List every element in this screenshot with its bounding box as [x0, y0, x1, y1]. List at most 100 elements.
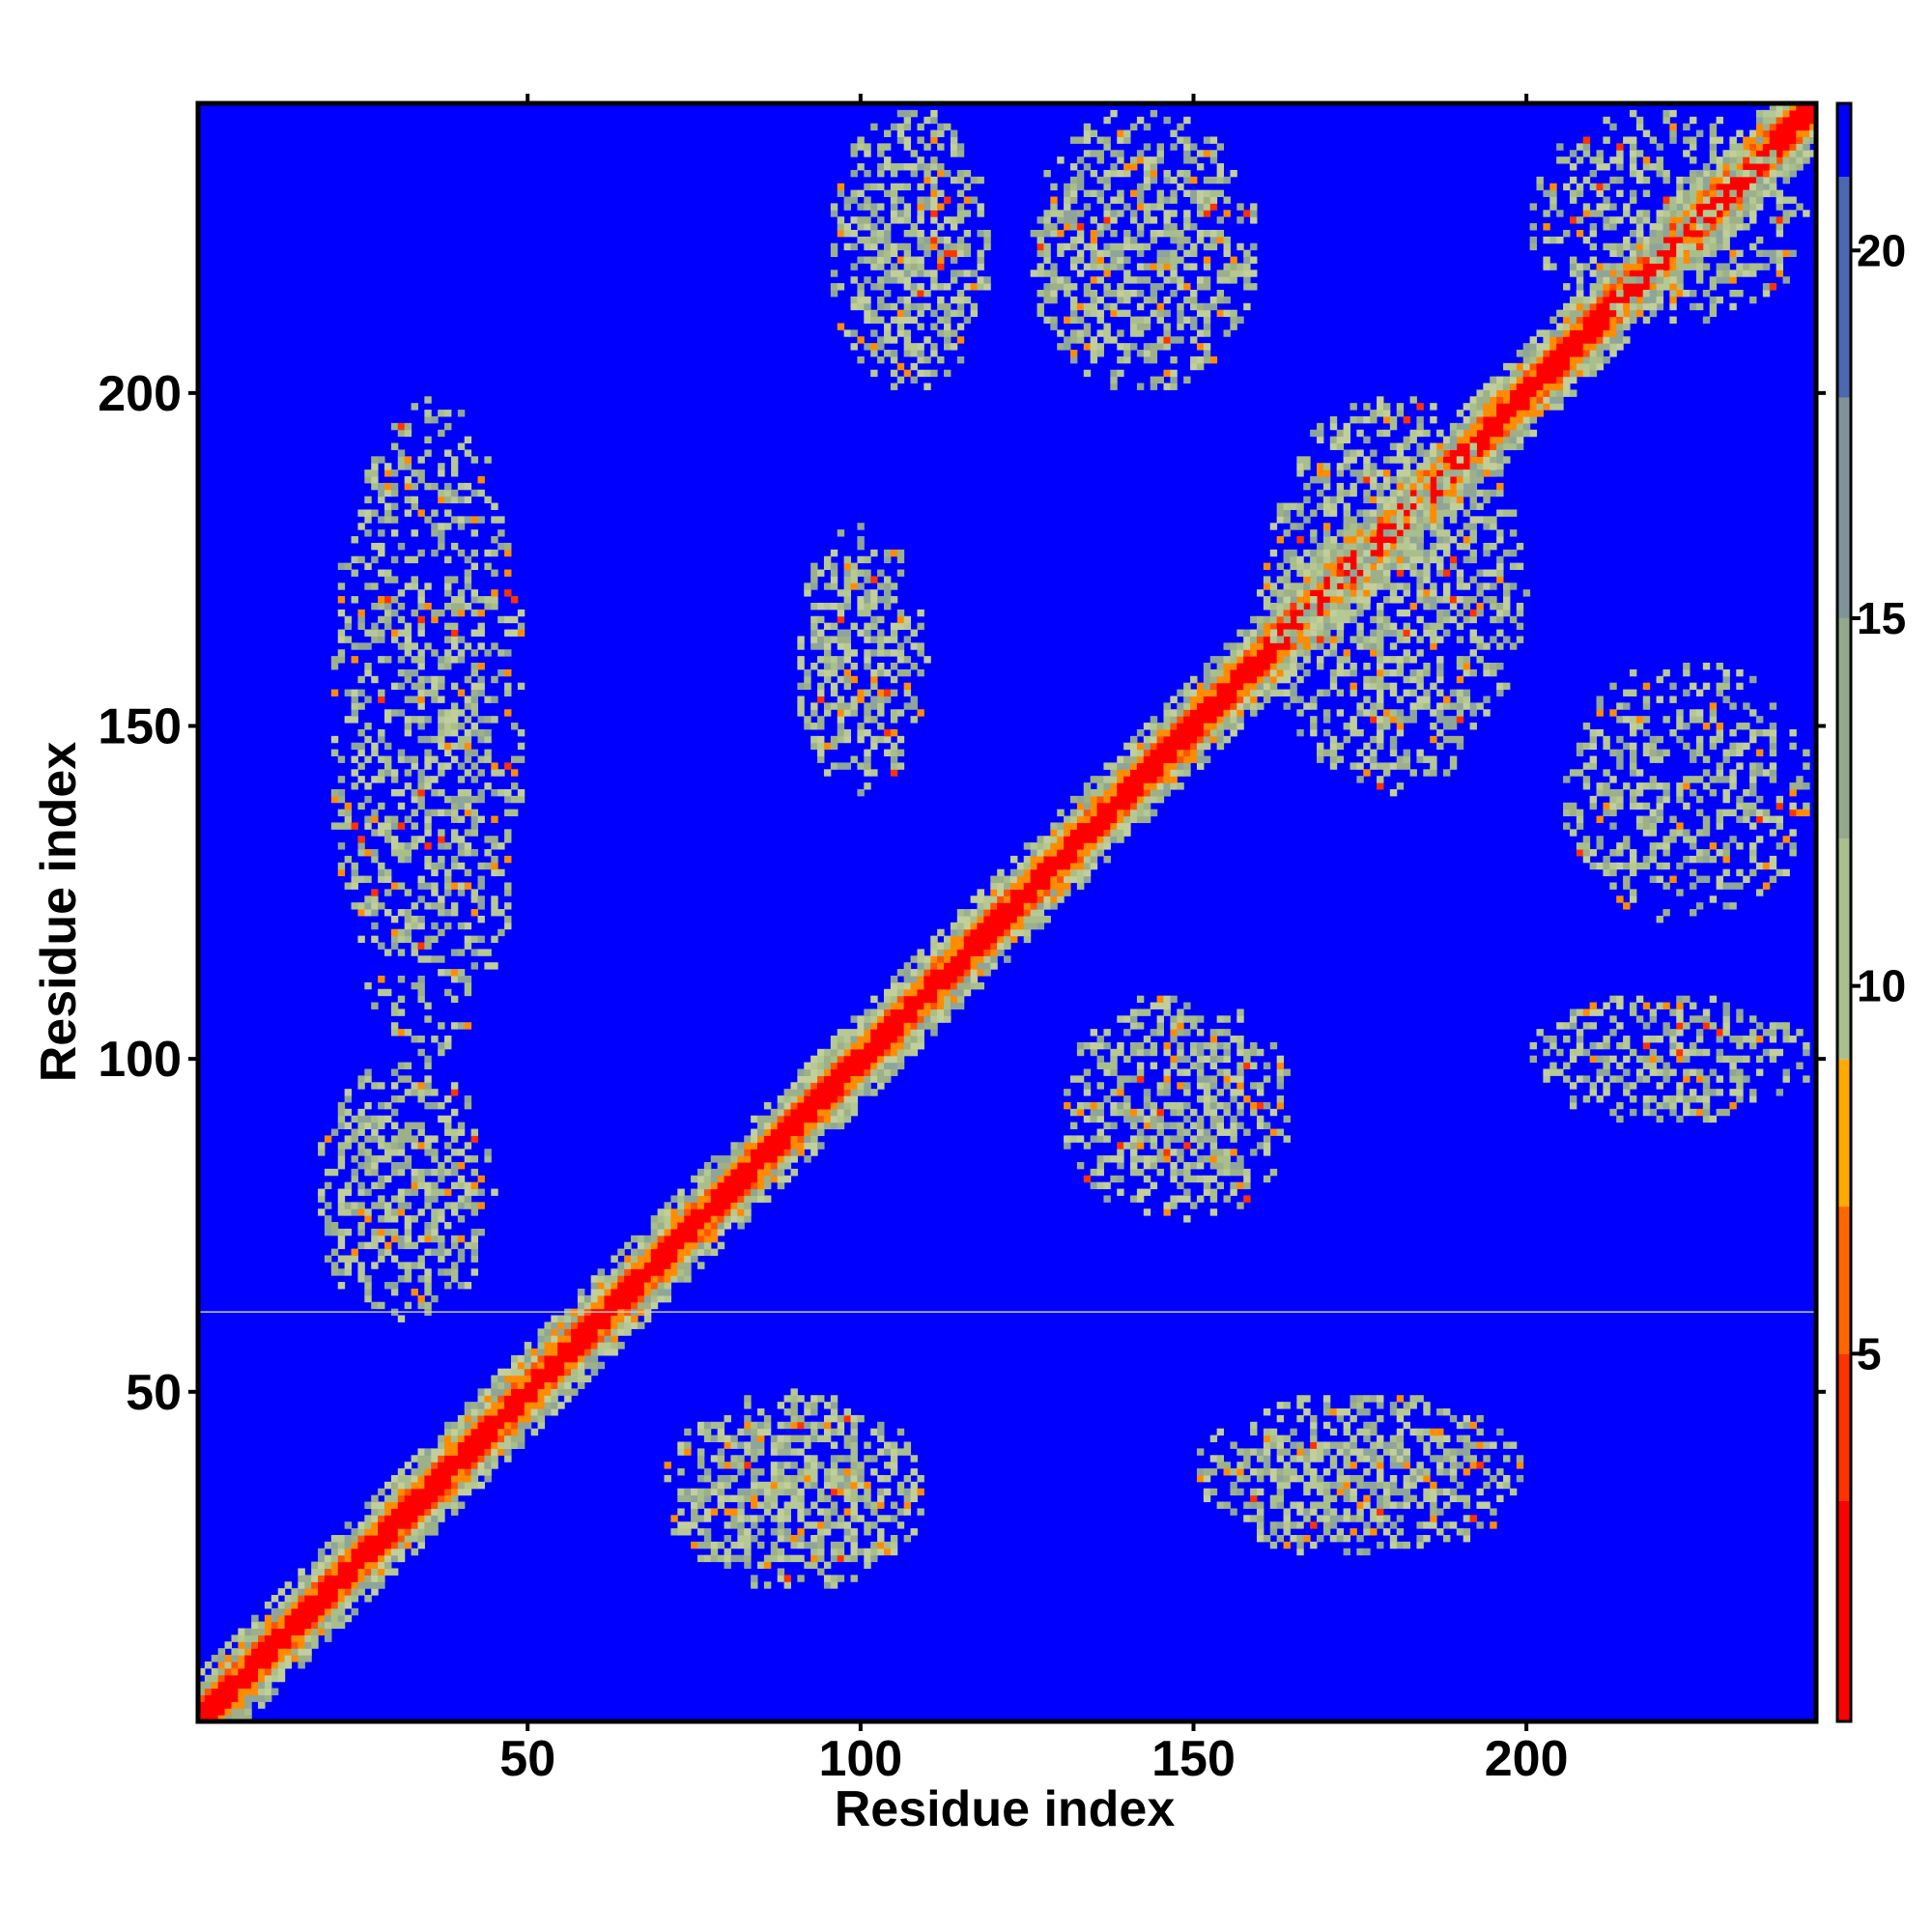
heat-cell: [438, 1255, 445, 1263]
heat-cell: [664, 1228, 671, 1236]
heat-cell: [411, 1215, 418, 1223]
heat-cell: [1589, 329, 1598, 337]
heat-cell: [351, 1595, 359, 1603]
heat-cell: [450, 742, 459, 751]
heat-cell: [850, 1029, 858, 1037]
heat-cell: [544, 1375, 552, 1383]
heat-cell: [710, 1421, 719, 1430]
heat-cell: [790, 1481, 798, 1490]
heat-cell: [1190, 702, 1198, 710]
heat-cell: [1216, 742, 1225, 751]
heat-cell: [417, 1521, 425, 1529]
heat-cell: [717, 1168, 725, 1177]
heat-cell: [1130, 795, 1138, 804]
heat-cell: [457, 1195, 466, 1203]
heat-cell: [631, 1248, 639, 1257]
heat-cell: [850, 1036, 858, 1043]
heat-cell: [983, 895, 991, 903]
heat-cell: [1050, 842, 1058, 850]
heat-cell: [843, 1441, 852, 1449]
heat-cell: [770, 1135, 779, 1143]
heat-cell: [1609, 270, 1617, 277]
heat-cell: [1430, 489, 1437, 497]
heat-cell: [311, 1621, 319, 1630]
heat-cell: [390, 1195, 399, 1203]
heat-cell: [344, 1575, 353, 1582]
heat-cell: [351, 1541, 359, 1549]
heat-cell: [457, 410, 466, 417]
heat-cell: [770, 1501, 779, 1509]
heat-cell: [1556, 323, 1564, 330]
heat-cell: [777, 1435, 785, 1442]
heat-cell: [404, 1494, 412, 1503]
heat-cell: [1263, 689, 1271, 697]
heat-cell: [324, 1222, 332, 1230]
heat-cell: [1037, 842, 1045, 850]
heat-cell: [438, 429, 445, 438]
heat-cell: [444, 1481, 452, 1490]
heat-cell: [997, 909, 1005, 917]
heat-cell: [617, 1328, 625, 1336]
heat-cell: [491, 862, 498, 870]
heat-cell: [457, 1149, 466, 1156]
heat-cell: [431, 1089, 439, 1096]
heat-cell: [1136, 749, 1145, 757]
heat-cell: [864, 622, 871, 631]
heat-cell: [571, 1335, 579, 1343]
heat-cell: [717, 1448, 725, 1456]
heat-cell: [390, 849, 399, 857]
heat-cell: [1522, 403, 1531, 411]
heat-cell: [491, 602, 498, 611]
heat-cell: [956, 949, 965, 956]
heat-cell: [597, 1288, 606, 1296]
heat-cell: [696, 1175, 705, 1183]
heat-cell: [444, 649, 452, 657]
heat-cell: [371, 1241, 379, 1250]
heat-cell: [450, 1435, 459, 1443]
heat-cell: [691, 1255, 698, 1263]
heat-cell: [1377, 569, 1384, 577]
heat-cell: [1576, 316, 1584, 325]
heat-cell: [1782, 136, 1791, 144]
heat-cell: [757, 1155, 765, 1163]
heat-cell: [424, 782, 432, 790]
heat-cell: [384, 1515, 392, 1522]
heat-cell: [737, 1208, 745, 1216]
heat-cell: [870, 702, 878, 710]
heat-cell: [1156, 728, 1165, 737]
heat-cell: [1150, 776, 1158, 783]
heat-cell: [1762, 116, 1771, 125]
heat-cell: [450, 709, 459, 717]
heat-cell: [1110, 815, 1118, 824]
heat-cell: [217, 1667, 226, 1676]
heat-cell: [597, 1361, 606, 1370]
heat-cell: [837, 728, 845, 737]
heat-cell: [1709, 189, 1718, 198]
heat-cell: [857, 1481, 865, 1490]
heat-cell: [457, 1215, 466, 1223]
heat-cell: [404, 922, 412, 930]
heat-cell: [444, 889, 452, 896]
heat-cell: [1476, 456, 1484, 464]
heat-cell: [823, 1402, 832, 1409]
heat-cell: [1350, 582, 1357, 590]
heat-cell: [390, 776, 399, 783]
heat-cell: [1096, 809, 1105, 817]
heat-cell: [551, 1348, 558, 1356]
heat-cell: [438, 1161, 445, 1170]
heat-cell: [397, 1501, 406, 1510]
heat-cell: [1529, 403, 1538, 411]
heat-cell: [417, 656, 425, 664]
heat-cell: [450, 1501, 459, 1510]
heat-cell: [1064, 822, 1071, 830]
heat-cell: [504, 922, 512, 930]
heat-cell: [870, 1009, 878, 1016]
heat-cell: [417, 1468, 425, 1476]
heat-cell: [517, 1388, 526, 1396]
heat-cell: [371, 1135, 379, 1143]
heat-cell: [464, 1435, 472, 1443]
heat-cell: [1256, 675, 1264, 684]
heat-cell: [504, 795, 512, 804]
heat-cell: [371, 1515, 379, 1522]
heat-cell: [1163, 723, 1171, 730]
